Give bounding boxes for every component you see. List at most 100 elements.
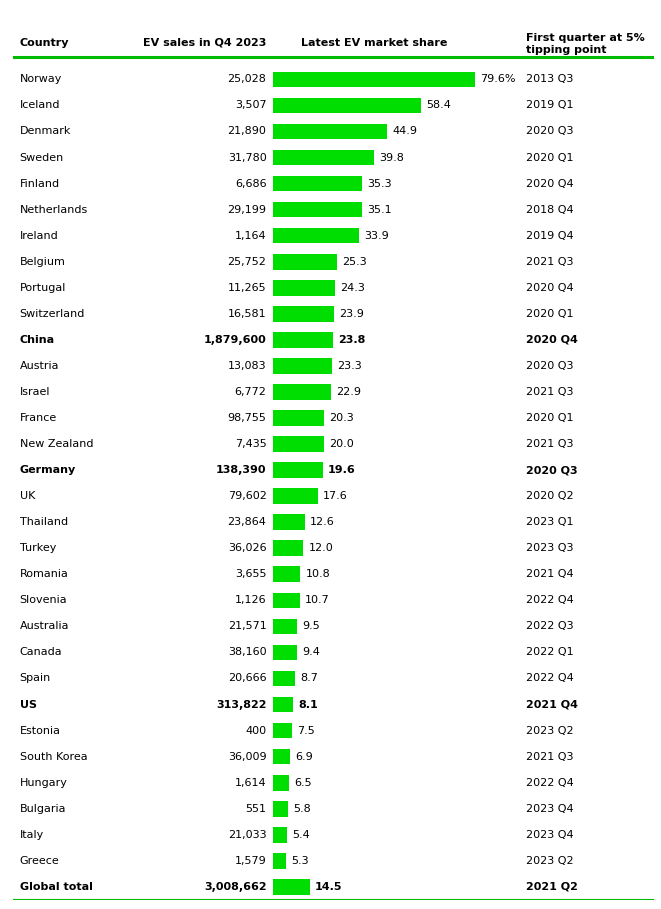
Bar: [273, 228, 359, 244]
Bar: [273, 879, 310, 894]
Bar: [273, 644, 297, 660]
Text: 13,083: 13,083: [228, 361, 266, 371]
Text: 2020 Q3: 2020 Q3: [526, 465, 578, 475]
Text: 2020 Q1: 2020 Q1: [526, 309, 574, 319]
Bar: [273, 541, 303, 556]
Text: 14.5: 14.5: [315, 882, 342, 892]
Text: 25.3: 25.3: [342, 256, 367, 266]
Text: Thailand: Thailand: [20, 517, 68, 527]
Text: 16,581: 16,581: [228, 309, 266, 319]
Text: 20.3: 20.3: [330, 413, 354, 423]
Text: 25,752: 25,752: [227, 256, 266, 266]
Text: 10.7: 10.7: [305, 595, 330, 605]
Bar: [273, 723, 292, 738]
Text: 24.3: 24.3: [340, 283, 365, 293]
Text: 20.0: 20.0: [329, 439, 354, 449]
Text: 2019 Q1: 2019 Q1: [526, 100, 574, 110]
Text: EV sales in Q4 2023: EV sales in Q4 2023: [143, 38, 266, 48]
Text: 21,571: 21,571: [228, 622, 266, 632]
Text: Portugal: Portugal: [20, 283, 66, 293]
Text: 2021 Q4: 2021 Q4: [526, 569, 574, 579]
Bar: [273, 436, 324, 452]
Text: 5.8: 5.8: [293, 804, 311, 814]
Text: US: US: [20, 700, 36, 710]
Bar: [273, 358, 332, 374]
Bar: [273, 306, 334, 322]
Text: 5.4: 5.4: [292, 830, 309, 840]
Text: 2023 Q4: 2023 Q4: [526, 830, 574, 840]
Text: Slovenia: Slovenia: [20, 595, 67, 605]
Text: Norway: Norway: [20, 75, 62, 85]
Text: 23.9: 23.9: [338, 309, 364, 319]
Text: 1,614: 1,614: [235, 778, 266, 788]
Text: 21,033: 21,033: [228, 830, 266, 840]
Text: Romania: Romania: [20, 569, 69, 579]
Text: 38,160: 38,160: [228, 647, 266, 657]
Text: 2020 Q1: 2020 Q1: [526, 413, 574, 423]
Bar: [273, 566, 300, 582]
Text: Italy: Italy: [20, 830, 44, 840]
Text: 2020 Q2: 2020 Q2: [526, 491, 574, 501]
Text: Germany: Germany: [20, 465, 76, 475]
Text: 20,666: 20,666: [228, 674, 266, 684]
Text: 2022 Q3: 2022 Q3: [526, 622, 574, 632]
Text: 551: 551: [245, 804, 266, 814]
Text: 9.5: 9.5: [302, 622, 320, 632]
Text: 1,126: 1,126: [235, 595, 266, 605]
Text: 6.9: 6.9: [295, 752, 313, 762]
Bar: [273, 774, 290, 791]
Text: 22.9: 22.9: [336, 387, 361, 397]
Text: 8.7: 8.7: [300, 674, 318, 684]
Text: 7,435: 7,435: [235, 439, 266, 449]
Bar: [273, 463, 323, 478]
Bar: [273, 671, 295, 686]
Text: 1,579: 1,579: [235, 856, 266, 866]
Bar: [273, 124, 387, 139]
Text: Israel: Israel: [20, 387, 50, 397]
Text: China: China: [20, 335, 55, 345]
Text: tipping point: tipping point: [526, 45, 607, 55]
Text: 2023 Q1: 2023 Q1: [526, 517, 574, 527]
Text: 36,009: 36,009: [228, 752, 266, 762]
Text: 2021 Q2: 2021 Q2: [526, 882, 578, 892]
Text: Denmark: Denmark: [20, 126, 71, 136]
Text: Global total: Global total: [20, 882, 93, 892]
Text: 33.9: 33.9: [364, 231, 389, 241]
Text: Ireland: Ireland: [20, 231, 58, 241]
Text: 79,602: 79,602: [227, 491, 266, 501]
Bar: [273, 488, 317, 504]
Text: 3,008,662: 3,008,662: [204, 882, 266, 892]
Text: 21,890: 21,890: [227, 126, 266, 136]
Bar: [273, 593, 300, 608]
Text: 2020 Q4: 2020 Q4: [526, 335, 578, 345]
Bar: [273, 410, 325, 425]
Text: UK: UK: [20, 491, 35, 501]
Text: 2020 Q3: 2020 Q3: [526, 361, 574, 371]
Text: Bulgaria: Bulgaria: [20, 804, 66, 814]
Text: France: France: [20, 413, 57, 423]
Text: 7.5: 7.5: [297, 725, 315, 735]
Text: 138,390: 138,390: [216, 465, 266, 475]
Text: 29,199: 29,199: [227, 205, 266, 215]
Text: 1,879,600: 1,879,600: [204, 335, 266, 345]
Bar: [273, 801, 288, 816]
Text: 35.1: 35.1: [367, 205, 392, 215]
Text: 10.8: 10.8: [305, 569, 330, 579]
Text: 2021 Q3: 2021 Q3: [526, 439, 574, 449]
Text: 9.4: 9.4: [302, 647, 320, 657]
Text: 23.3: 23.3: [337, 361, 362, 371]
Text: 3,507: 3,507: [235, 100, 266, 110]
Text: 6.5: 6.5: [295, 778, 312, 788]
Text: 2013 Q3: 2013 Q3: [526, 75, 574, 85]
Text: 6,772: 6,772: [235, 387, 266, 397]
Text: 31,780: 31,780: [228, 153, 266, 163]
Text: 2018 Q4: 2018 Q4: [526, 205, 574, 215]
Text: 2023 Q4: 2023 Q4: [526, 804, 574, 814]
Bar: [273, 385, 331, 400]
Text: Belgium: Belgium: [20, 256, 65, 266]
Text: South Korea: South Korea: [20, 752, 87, 762]
Bar: [273, 150, 374, 165]
Text: Spain: Spain: [20, 674, 51, 684]
Text: 2020 Q4: 2020 Q4: [526, 178, 574, 188]
Text: 2021 Q3: 2021 Q3: [526, 752, 574, 762]
